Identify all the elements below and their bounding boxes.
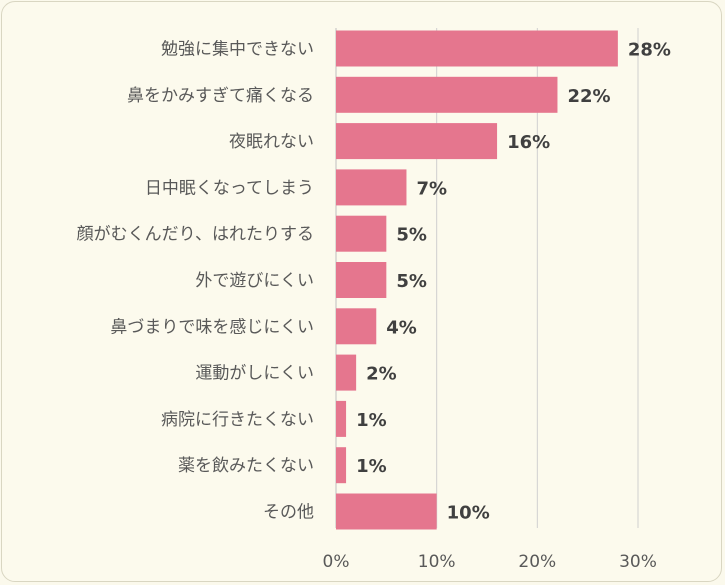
bar [336, 493, 437, 530]
category-label: 運動がしにくい [195, 364, 314, 384]
data-label: 28% [628, 40, 671, 61]
data-label: 1% [356, 410, 387, 431]
bar [336, 169, 407, 206]
bar [336, 30, 618, 67]
x-tick-label: 10% [418, 552, 456, 572]
data-label: 7% [416, 178, 447, 199]
data-label: 5% [396, 271, 427, 292]
bar [336, 123, 498, 160]
category-label: 夜眠れない [229, 132, 314, 152]
category-label: 勉強に集中できない [161, 40, 314, 60]
x-tick-label: 30% [619, 552, 657, 572]
x-tick-label: 0% [323, 552, 350, 572]
category-label: 日中眠くなってしまう [145, 178, 314, 198]
bar [336, 308, 377, 345]
data-label: 5% [396, 225, 427, 246]
bar [336, 400, 347, 437]
x-tick-label: 20% [518, 552, 556, 572]
bar [336, 354, 357, 391]
bar [336, 76, 558, 113]
bar [336, 215, 387, 252]
data-label: 4% [386, 317, 417, 338]
bar [336, 262, 387, 298]
category-label: 顔がむくんだり、はれたりする [77, 225, 314, 245]
data-label: 1% [356, 456, 387, 477]
category-label: その他 [263, 503, 314, 523]
category-label: 鼻をかみすぎて痛くなる [127, 86, 314, 106]
category-label: 病院に行きたくない [161, 410, 314, 430]
data-label: 2% [366, 364, 397, 385]
data-label: 16% [507, 132, 550, 153]
data-label: 22% [567, 86, 610, 107]
bar [336, 447, 347, 484]
category-label: 外で遊びにくい [195, 271, 314, 291]
category-label: 鼻づまりで味を感じにくい [110, 317, 314, 337]
category-label: 薬を飲みたくない [178, 456, 314, 476]
data-label: 10% [447, 503, 490, 524]
